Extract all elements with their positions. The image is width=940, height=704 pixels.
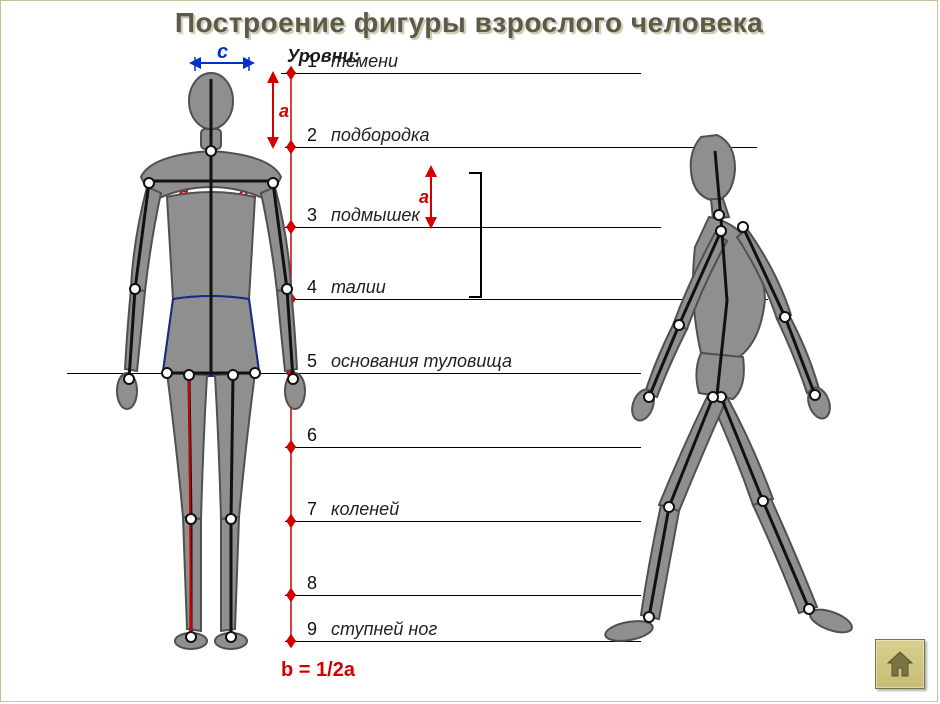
level-line	[285, 595, 641, 596]
home-icon	[882, 646, 918, 682]
level-label: подбородка	[331, 125, 429, 146]
front-skeleton	[129, 79, 293, 637]
level-line	[285, 299, 768, 300]
c-label: c	[217, 41, 228, 64]
level-number: 1	[297, 51, 317, 72]
front-figure	[117, 73, 305, 649]
a-shoulder-right-label: a	[239, 181, 249, 202]
diagram-frame: Построение фигуры взрослого человека Уро…	[0, 0, 938, 702]
level-number: 5	[297, 351, 317, 372]
formula-text: b = 1/2a	[281, 659, 355, 682]
a-shoulder-left-label: a	[179, 181, 189, 202]
level-number: 4	[297, 277, 317, 298]
level-number: 3	[297, 205, 317, 226]
side-figure	[604, 135, 855, 644]
level-number: 8	[297, 573, 317, 594]
level-line	[281, 73, 641, 74]
level-line	[285, 521, 641, 522]
level-label: темени	[331, 51, 398, 72]
home-button[interactable]	[875, 639, 925, 689]
a-head-label: a	[279, 101, 289, 122]
level-label: основания туловища	[331, 351, 512, 372]
level-label: подмышек	[331, 205, 420, 226]
level-line	[285, 147, 757, 148]
level-line	[285, 641, 641, 642]
level-number: 7	[297, 499, 317, 520]
level-line	[67, 373, 641, 374]
level-number: 9	[297, 619, 317, 640]
page-title: Построение фигуры взрослого человека	[1, 7, 937, 39]
level-label: талии	[331, 277, 386, 298]
a-armpit-label: a	[419, 187, 429, 208]
front-joints	[124, 146, 298, 642]
level-line	[285, 447, 641, 448]
side-joints	[644, 210, 820, 622]
level-label: ступней ног	[331, 619, 437, 640]
level-label: коленей	[331, 499, 399, 520]
level-number: 6	[297, 425, 317, 446]
level-number: 2	[297, 125, 317, 146]
side-skeleton	[649, 151, 815, 617]
level-line	[285, 227, 661, 228]
